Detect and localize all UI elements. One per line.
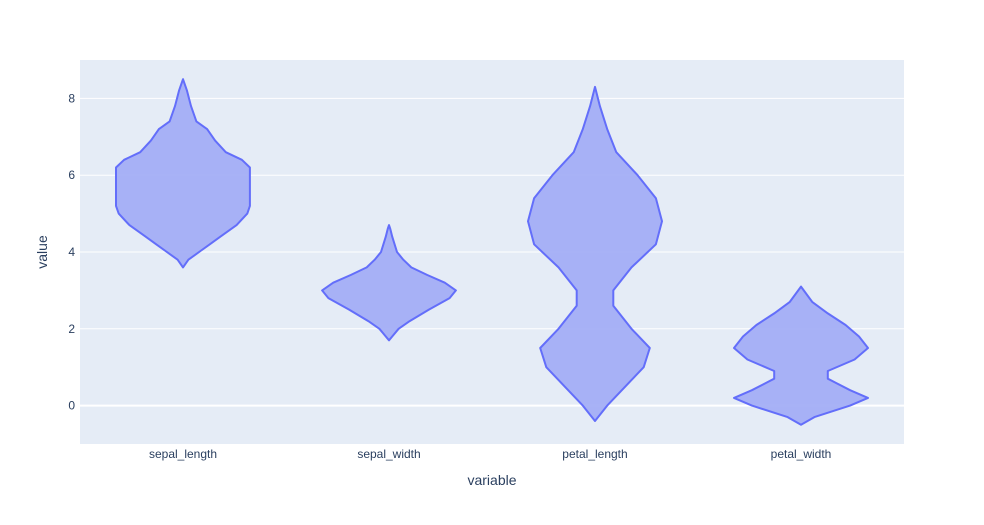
y-tick-label: 2 — [68, 322, 75, 336]
x-axis-title: variable — [467, 472, 516, 488]
y-tick-label: 6 — [68, 168, 75, 182]
violin-petal-width[interactable] — [733, 285, 869, 426]
violin-sepal-width[interactable] — [321, 224, 457, 342]
violin-petal-length[interactable] — [527, 85, 663, 422]
x-tick-label-sepal-length: sepal_length — [149, 447, 217, 461]
y-axis-title: value — [34, 235, 50, 269]
violins — [115, 78, 869, 426]
violin-sepal-length[interactable] — [115, 78, 251, 269]
y-tick-labels: 0 2 4 6 8 — [68, 91, 75, 412]
x-tick-label-petal-length: petal_length — [562, 447, 627, 461]
x-tick-label-petal-width: petal_width — [771, 447, 832, 461]
y-tick-label: 8 — [68, 91, 75, 105]
x-tick-labels: sepal_length sepal_width petal_length petal… — [149, 447, 831, 461]
y-tick-label: 4 — [68, 245, 75, 259]
y-tick-label: 0 — [68, 399, 75, 413]
x-tick-label-sepal-width: sepal_width — [357, 447, 420, 461]
